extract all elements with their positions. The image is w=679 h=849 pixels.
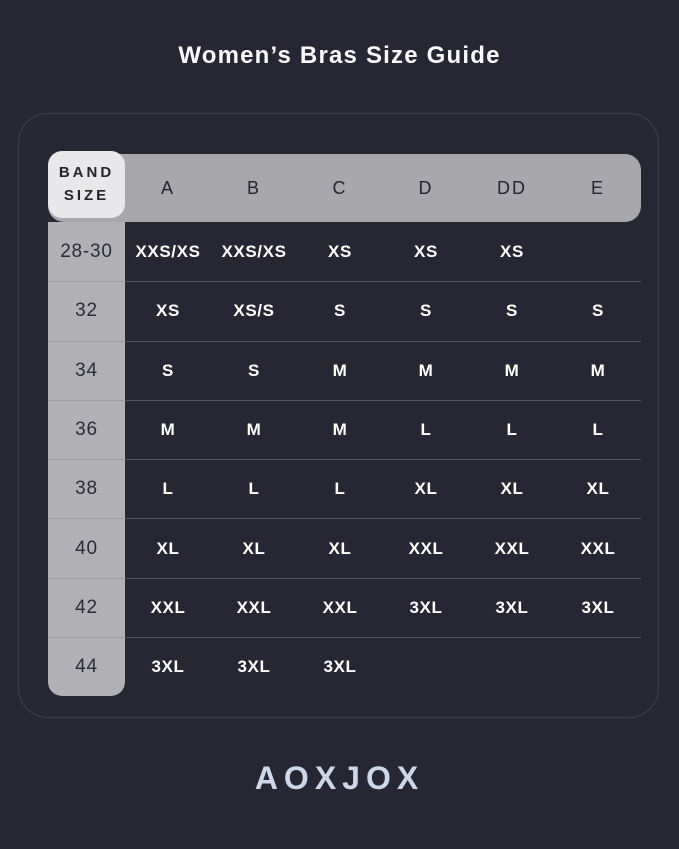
size-cell: S (297, 281, 383, 340)
table-row: 40 XL XL XL XXL XXL XXL (48, 518, 641, 578)
size-cell: 3XL (555, 577, 641, 637)
table-row: 32 XS XS/S S S S S (48, 281, 641, 341)
size-cell: 3XL (297, 637, 383, 696)
size-cell: XXS/XS (221, 241, 287, 261)
size-table: BAND SIZE A B C D DD E 28-30 XXS/XS XXS/… (48, 151, 641, 697)
size-cell: 3XL (383, 577, 469, 637)
size-cell: 3XL (125, 637, 211, 696)
size-cell: XXL (297, 577, 383, 637)
size-cell: XL (125, 518, 211, 577)
size-table-card: BAND SIZE A B C D DD E 28-30 XXS/XS XXS/… (18, 113, 659, 718)
size-cell: L (125, 459, 211, 518)
size-cell (469, 637, 555, 696)
band-cell: 34 (48, 340, 125, 400)
brand-logo: AOXJOX (254, 760, 425, 796)
size-cell: XXL (383, 518, 469, 577)
size-cell (555, 637, 641, 696)
size-cell: XL (211, 518, 297, 577)
band-cell: 44 (48, 637, 125, 697)
size-cell: S (211, 340, 297, 400)
band-cell: 40 (48, 518, 125, 578)
size-cell: XXS/XS (135, 241, 201, 261)
size-cell: L (555, 399, 641, 459)
size-cell: M (211, 399, 297, 459)
page-title: Women’s Bras Size Guide (178, 42, 501, 69)
size-cell: XL (555, 459, 641, 518)
column-header-e: E (590, 177, 605, 198)
size-cell: XL (383, 459, 469, 518)
size-cell: XXL (211, 577, 297, 637)
size-cell: XS (500, 241, 524, 261)
column-header-c: C (332, 177, 348, 198)
size-cell: XL (297, 518, 383, 577)
column-header-d: D (418, 177, 434, 198)
size-cell: 3XL (469, 577, 555, 637)
table-row: 44 3XL 3XL 3XL (48, 637, 641, 697)
table-row: 36 M M M L L L (48, 399, 641, 460)
size-cell: L (469, 399, 555, 459)
size-cell: XXL (555, 518, 641, 577)
table-row: 42 XXL XXL XXL 3XL 3XL 3XL (48, 577, 641, 638)
size-cell: XS (328, 241, 352, 261)
size-cell: XXL (125, 577, 211, 637)
size-cell: S (555, 281, 641, 340)
size-cell: S (125, 340, 211, 400)
band-cell: 36 (48, 399, 125, 460)
size-cell: 3XL (211, 637, 297, 696)
size-cell: M (125, 399, 211, 459)
header-bar-background (48, 154, 641, 222)
table-header-row: BAND SIZE A B C D DD E (48, 151, 641, 222)
column-header-b: B (246, 177, 261, 198)
size-cell (383, 637, 469, 696)
size-cell: M (469, 340, 555, 400)
size-cell: M (297, 399, 383, 459)
size-cell: XXL (469, 518, 555, 577)
size-cell: S (383, 281, 469, 340)
table-row: 34 S S M M M M (48, 340, 641, 400)
size-cell: S (469, 281, 555, 340)
size-cell: XS (414, 241, 438, 261)
size-cell: XL (469, 459, 555, 518)
size-cell (555, 222, 641, 281)
size-cell: L (383, 399, 469, 459)
size-cell: M (383, 340, 469, 400)
size-cell: L (211, 459, 297, 518)
size-cell: L (297, 459, 383, 518)
size-cell: M (297, 340, 383, 400)
table-row: 28-30 XXS/XS XXS/XS XS XS XS (48, 222, 641, 282)
band-cell: 32 (48, 281, 125, 341)
column-header-a: A (160, 177, 175, 198)
band-cell: 28-30 (48, 222, 125, 282)
band-cell: 38 (48, 459, 125, 519)
size-cell: M (555, 340, 641, 400)
band-size-header: BAND SIZE (48, 151, 125, 218)
band-cell: 42 (48, 577, 125, 638)
size-cell: XS/S (211, 281, 297, 340)
table-row: 38 L L L XL XL XL (48, 459, 641, 519)
column-header-dd: DD (497, 177, 527, 198)
size-cell: XS (125, 281, 211, 340)
